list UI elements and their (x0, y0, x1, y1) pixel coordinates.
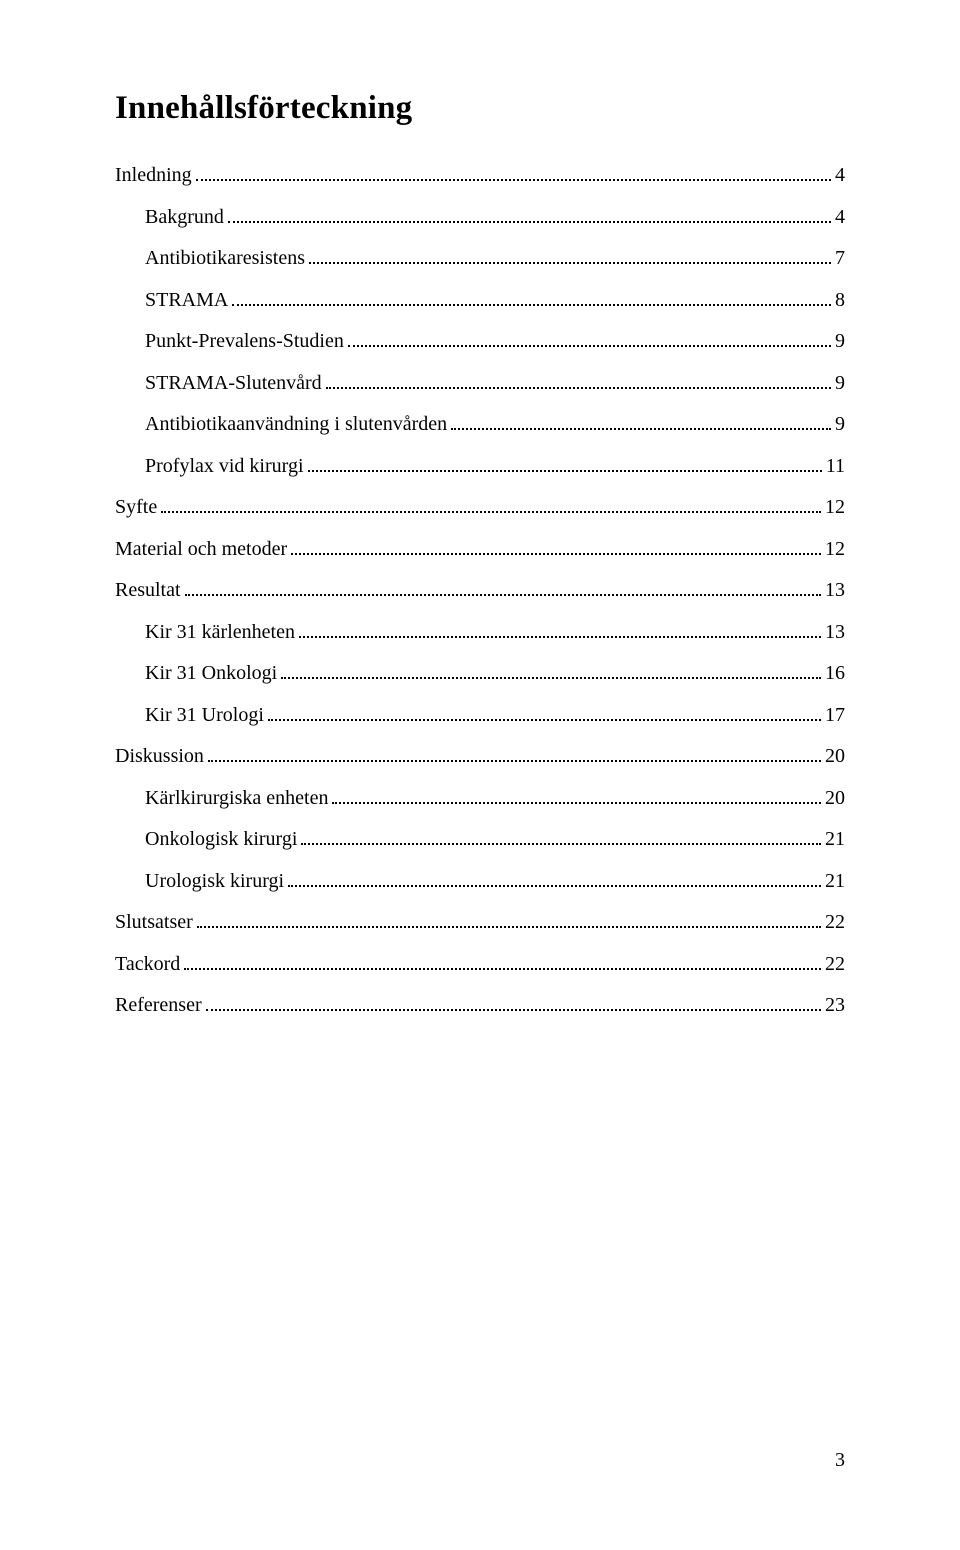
toc-entry: STRAMA-Slutenvård 9 (115, 373, 845, 393)
toc-entry: Bakgrund 4 (115, 207, 845, 227)
toc-leader-dots (196, 179, 831, 181)
toc-entry: STRAMA 8 (115, 290, 845, 310)
toc-leader-dots (288, 885, 821, 887)
toc-leader-dots (268, 719, 821, 721)
toc-entry-page: 4 (835, 207, 845, 227)
toc-leader-dots (299, 636, 821, 638)
toc-entry: Antibiotikaanvändning i slutenvården 9 (115, 414, 845, 434)
toc-entry-label: Punkt-Prevalens-Studien (145, 331, 344, 351)
toc-entry-page: 12 (825, 539, 845, 559)
toc-entry-page: 9 (835, 414, 845, 434)
toc-entry-page: 17 (825, 705, 845, 725)
toc-entry: Tackord 22 (115, 954, 845, 974)
toc-entry: Onkologisk kirurgi 21 (115, 829, 845, 849)
toc-entry-label: Kir 31 kärlenheten (145, 622, 295, 642)
toc-entry-label: Bakgrund (145, 207, 224, 227)
toc-entry-label: Profylax vid kirurgi (145, 456, 304, 476)
toc-entry-page: 16 (825, 663, 845, 683)
toc-entry-label: Referenser (115, 995, 202, 1015)
toc-entry-page: 22 (825, 954, 845, 974)
toc-leader-dots (291, 553, 821, 555)
toc-leader-dots (232, 304, 831, 306)
toc-entry-label: STRAMA (145, 290, 228, 310)
toc-entry-page: 20 (825, 788, 845, 808)
toc-entry: Kir 31 Urologi 17 (115, 705, 845, 725)
toc-leader-dots (161, 511, 821, 513)
toc-entry: Urologisk kirurgi 21 (115, 871, 845, 891)
toc-leader-dots (309, 262, 831, 264)
toc-entry-page: 9 (835, 331, 845, 351)
toc-leader-dots (308, 470, 822, 472)
toc-entry-page: 9 (835, 373, 845, 393)
toc-entry-label: Antibiotikaresistens (145, 248, 305, 268)
toc-entry: Referenser 23 (115, 995, 845, 1015)
toc-entry-page: 21 (825, 829, 845, 849)
toc-entry: Antibiotikaresistens 7 (115, 248, 845, 268)
toc-leader-dots (228, 221, 831, 223)
toc-entry-page: 8 (835, 290, 845, 310)
toc-entry-label: Slutsatser (115, 912, 193, 932)
toc-entry-label: STRAMA-Slutenvård (145, 373, 322, 393)
toc-entry-label: Kärlkirurgiska enheten (145, 788, 328, 808)
toc-entry-page: 11 (826, 456, 845, 476)
toc-entry-label: Syfte (115, 497, 157, 517)
toc-entry: Slutsatser 22 (115, 912, 845, 932)
toc-entry-page: 4 (835, 165, 845, 185)
toc-leader-dots (348, 345, 831, 347)
toc-entry: Resultat 13 (115, 580, 845, 600)
toc-entry: Punkt-Prevalens-Studien 9 (115, 331, 845, 351)
toc-leader-dots (332, 802, 821, 804)
toc-entry-label: Diskussion (115, 746, 204, 766)
toc-entry-page: 22 (825, 912, 845, 932)
toc-entry-label: Inledning (115, 165, 192, 185)
toc-entry: Kir 31 kärlenheten 13 (115, 622, 845, 642)
toc-entry-label: Kir 31 Urologi (145, 705, 264, 725)
toc-entry-label: Onkologisk kirurgi (145, 829, 297, 849)
toc-entry: Syfte 12 (115, 497, 845, 517)
toc-leader-dots (326, 387, 831, 389)
toc-leader-dots (206, 1009, 821, 1011)
toc-leader-dots (185, 594, 821, 596)
toc-entry-label: Resultat (115, 580, 181, 600)
toc-leader-dots (281, 677, 821, 679)
toc-leader-dots (184, 968, 821, 970)
toc-leader-dots (197, 926, 821, 928)
toc-leader-dots (451, 428, 831, 430)
toc-entry-label: Tackord (115, 954, 180, 974)
toc-entry-page: 20 (825, 746, 845, 766)
toc-entry-label: Kir 31 Onkologi (145, 663, 277, 683)
toc-entry-page: 13 (825, 622, 845, 642)
toc-entry: Kärlkirurgiska enheten 20 (115, 788, 845, 808)
page: Innehållsförteckning Inledning 4 Bakgrund 4… (0, 0, 960, 1550)
toc-entry-page: 21 (825, 871, 845, 891)
toc-heading: Innehållsförteckning (115, 90, 845, 127)
toc-entry-label: Material och metoder (115, 539, 287, 559)
toc-entry-label: Antibiotikaanvändning i slutenvården (145, 414, 447, 434)
toc-entry: Diskussion 20 (115, 746, 845, 766)
toc-entry: Profylax vid kirurgi 11 (115, 456, 845, 476)
page-number: 3 (835, 1449, 845, 1472)
toc-entry: Inledning 4 (115, 165, 845, 185)
toc-entry-label: Urologisk kirurgi (145, 871, 284, 891)
toc-leader-dots (208, 760, 821, 762)
toc-list: Inledning 4 Bakgrund 4 Antibiotikaresistens 7… (115, 165, 845, 1015)
toc-entry-page: 12 (825, 497, 845, 517)
toc-entry-page: 7 (835, 248, 845, 268)
toc-entry: Kir 31 Onkologi 16 (115, 663, 845, 683)
toc-entry-page: 23 (825, 995, 845, 1015)
toc-entry: Material och metoder 12 (115, 539, 845, 559)
toc-entry-page: 13 (825, 580, 845, 600)
toc-leader-dots (301, 843, 821, 845)
